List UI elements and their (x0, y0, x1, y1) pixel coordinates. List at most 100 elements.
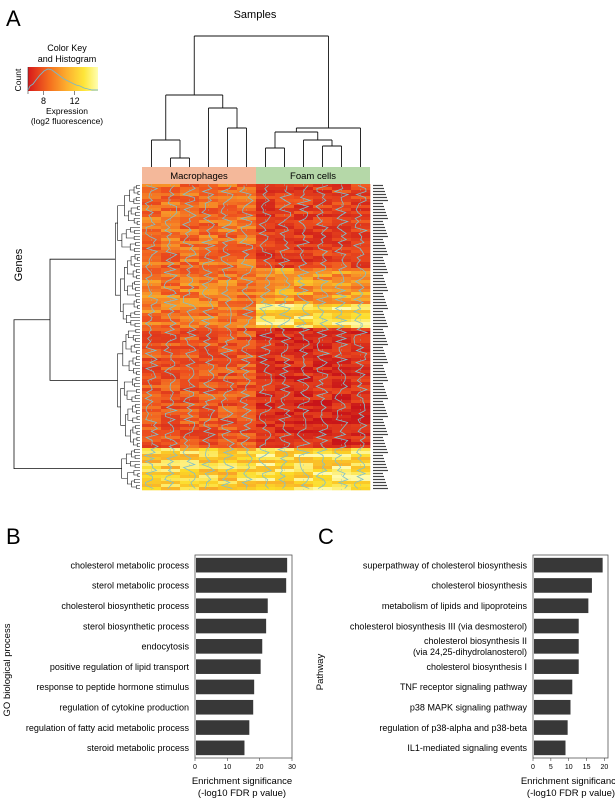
heatmap-cell (332, 316, 352, 320)
heatmap-cell (180, 196, 200, 200)
heatmap-cell (332, 232, 352, 236)
heatmap-cell (256, 385, 276, 389)
heatmap-cell (256, 325, 276, 329)
heatmap-cell (256, 265, 276, 269)
heatmap-cell (218, 202, 238, 206)
pathway-bar (534, 679, 573, 695)
pathway-category-label: superpathway of cholesterol biosynthesis (363, 560, 528, 570)
dendrogram-branch (136, 185, 140, 189)
heatmap-cell (256, 307, 276, 311)
heatmap-cell (332, 211, 352, 215)
heatmap-cell (218, 277, 238, 281)
heatmap-cell (161, 250, 181, 254)
heatmap-cell (294, 205, 314, 209)
heatmap-cell (275, 217, 295, 221)
heatmap-cell (237, 271, 257, 275)
heatmap-cell (275, 247, 295, 251)
heatmap-cell (199, 481, 219, 485)
heatmap-cell (237, 307, 257, 311)
gene-label (373, 298, 385, 301)
dendrogram-branch (133, 236, 140, 240)
heatmap-trace (238, 185, 255, 489)
heatmap-cell (161, 400, 181, 404)
heatmap-cell (142, 391, 162, 395)
heatmap-cell (351, 217, 371, 221)
heatmap-cell (275, 412, 295, 416)
heatmap-cell (351, 397, 371, 401)
heatmap-cell (294, 316, 314, 320)
heatmap-cell (332, 472, 352, 476)
heatmap-cell (218, 280, 238, 284)
heatmap-cell (237, 295, 257, 299)
heatmap-cell (237, 280, 257, 284)
gene-label (373, 391, 386, 394)
heatmap-cell (294, 262, 314, 266)
heatmap-cell (161, 301, 181, 305)
heatmap-cell (275, 472, 295, 476)
heatmap-cell (332, 247, 352, 251)
heatmap-cell (351, 466, 371, 470)
dendrogram-branch (127, 408, 133, 421)
heatmap-cell (256, 331, 276, 335)
gene-label (373, 295, 384, 298)
heatmap-cell (332, 457, 352, 461)
heatmap-cell (218, 232, 238, 236)
heatmap-trace (143, 185, 159, 489)
heatmap-cell (256, 406, 276, 410)
heatmap-cell (199, 337, 219, 341)
heatmap-cell (294, 370, 314, 374)
dendrogram-branch (136, 416, 140, 420)
heatmap-cell (161, 457, 181, 461)
heatmap-cell (237, 256, 257, 260)
heatmap-cell (180, 451, 200, 455)
heatmap-cell (256, 241, 276, 245)
gene-label (373, 421, 384, 424)
heatmap-cell (313, 421, 333, 425)
heatmap-cell (161, 226, 181, 230)
heatmap-cell (218, 460, 238, 464)
dendrogram-branch (128, 360, 134, 372)
heatmap-cell (218, 307, 238, 311)
pathway-bar (534, 720, 568, 735)
heatmap-cell (313, 442, 333, 446)
heatmap-cell (199, 310, 219, 314)
heatmap-cell (275, 445, 295, 449)
heatmap-cell (237, 310, 257, 314)
heatmap-cell (256, 421, 276, 425)
heatmap-cell (351, 460, 371, 464)
gene-label (373, 376, 387, 379)
pathway-category-label: cholesterol biosynthesis (431, 581, 527, 591)
heatmap-cell (351, 352, 371, 356)
heatmap-cell (237, 190, 257, 194)
heatmap-cell (218, 487, 238, 491)
heatmap-cell (199, 331, 219, 335)
heatmap-cell (294, 187, 314, 191)
heatmap-cell (256, 271, 276, 275)
heatmap-cell (351, 316, 371, 320)
gene-label (373, 385, 384, 388)
gene-label (373, 346, 383, 349)
dendrogram-branch (134, 311, 140, 315)
heatmap-cell (237, 487, 257, 491)
heatmap-cell (256, 235, 276, 239)
dendrogram-branch (120, 278, 125, 312)
go-bar (196, 659, 261, 674)
heatmap-cell (313, 226, 333, 230)
heatmap-cell (142, 406, 162, 410)
heatmap-cell (142, 367, 162, 371)
dendrogram-branch (127, 260, 134, 275)
gene-label (373, 334, 385, 337)
gene-label (373, 466, 387, 469)
heatmap-cell (199, 355, 219, 359)
heatmap-cell (332, 337, 352, 341)
heatmap-cell (142, 211, 162, 215)
heatmap-cell (294, 400, 314, 404)
heatmap-cell (256, 187, 276, 191)
heatmap-cell (332, 307, 352, 311)
heatmap-trace (257, 185, 274, 489)
heatmap-cell (294, 286, 314, 290)
go-xlabel-line2: (-log10 FDR p value) (198, 788, 286, 799)
group-bar-macrophages (142, 167, 256, 184)
heatmap-cell (313, 286, 333, 290)
dendrogram-branch (134, 263, 140, 267)
